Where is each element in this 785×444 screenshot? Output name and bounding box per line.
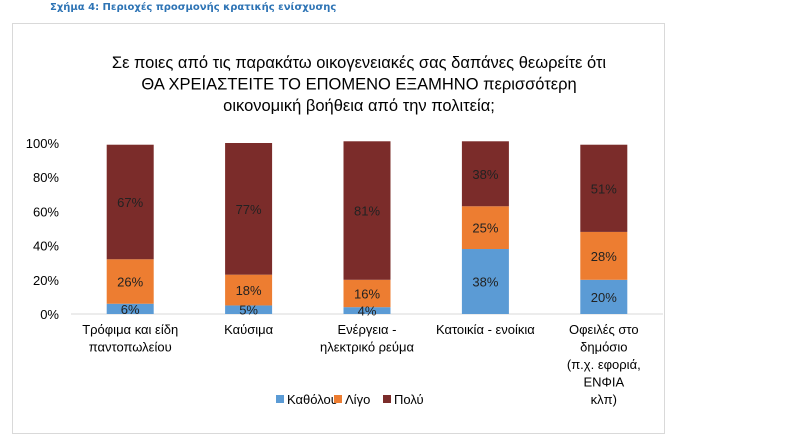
chart-title: Σε ποιες από τις παρακάτω οικογενειακές …	[112, 54, 607, 115]
bar-segment	[461, 206, 509, 250]
stacked-bar-chart: Σε ποιες από τις παρακάτω οικογενειακές …	[26, 54, 663, 407]
category-label: Καύσιμα	[224, 322, 274, 337]
data-label: 5%	[239, 303, 258, 318]
bar-segment	[461, 249, 509, 314]
data-label: 51%	[591, 181, 617, 196]
legend-swatch	[383, 395, 391, 403]
data-label: 38%	[472, 167, 498, 182]
category-label: Τρόφιμα και είδη	[82, 322, 178, 337]
chart-title-line: Σε ποιες από τις παρακάτω οικογενειακές …	[112, 54, 607, 72]
legend: Καθόλου Λίγο Πολύ	[276, 392, 424, 407]
legend-label: Καθόλου	[287, 392, 338, 407]
data-label: 25%	[472, 221, 498, 236]
category-label: Οφειλές στο	[569, 322, 639, 337]
y-tick-label: 100%	[26, 136, 60, 151]
category-label: Ενέργεια -	[337, 322, 396, 337]
category-label: ηλεκτρικό ρεύμα	[320, 340, 414, 355]
data-label: 81%	[354, 204, 380, 219]
legend-swatch	[276, 395, 284, 403]
data-labels: 6% 26% 67% 5% 18% 77% 4% 16% 81% 38% 25% 38% 20% 28% 5…	[117, 167, 617, 319]
data-label: 16%	[354, 286, 380, 301]
category-label: παντοπωλείου	[89, 340, 172, 355]
bar-segment	[343, 141, 391, 280]
x-axis-labels: Τρόφιμα και είδη παντοπωλείου Καύσιμα Ενέργ…	[82, 322, 641, 407]
bars	[106, 141, 628, 314]
chart-frame: Σε ποιες από τις παρακάτω οικογενειακές …	[12, 23, 665, 434]
y-tick-label: 0%	[40, 307, 59, 322]
data-label: 20%	[591, 290, 617, 305]
bar-segment	[580, 231, 628, 280]
y-tick-label: 80%	[33, 170, 59, 185]
data-label: 4%	[358, 304, 377, 319]
chart-title-line: οικονομική βοήθεια από την πολιτεία;	[223, 97, 495, 115]
bar-segment	[225, 274, 273, 306]
data-label: 26%	[117, 275, 143, 290]
bar-segment	[106, 259, 154, 304]
bar-segment	[580, 279, 628, 314]
legend-label: Πολύ	[394, 392, 424, 407]
category-label: κλπ)	[591, 392, 617, 407]
category-label: ΕΝΦΙΑ	[583, 375, 624, 390]
bar-segment	[343, 279, 391, 308]
data-label: 38%	[472, 275, 498, 290]
data-label: 77%	[236, 202, 262, 217]
bar-segment	[106, 144, 154, 260]
data-label: 6%	[121, 302, 140, 317]
chart-title-line: ΘΑ ΧΡΕΙΑΣΤΕΙΤΕ ΤΟ ΕΠΟΜΕΝΟ ΕΞΑΜΗΝΟ περισσ…	[141, 76, 576, 94]
bar-segment	[225, 143, 273, 275]
category-label: δημόσιο	[580, 340, 627, 355]
bar-segment	[580, 144, 628, 232]
bar-segment	[225, 305, 273, 314]
y-tick-label: 20%	[33, 273, 59, 288]
data-label: 18%	[236, 283, 262, 298]
bar-segment	[461, 141, 509, 207]
y-axis: 0% 20% 40% 60% 80% 100%	[26, 136, 663, 322]
data-label: 67%	[117, 195, 143, 210]
data-label: 28%	[591, 249, 617, 264]
category-label: Κατοικία - ενοίκια	[436, 322, 535, 337]
y-tick-label: 40%	[33, 239, 59, 254]
y-tick-label: 60%	[33, 204, 59, 219]
bar-segment	[106, 303, 154, 314]
category-label: (π.χ. εφοριά,	[567, 357, 641, 372]
bar-segment	[343, 307, 391, 314]
legend-swatch	[334, 395, 342, 403]
legend-label: Λίγο	[345, 392, 370, 407]
figure-caption: Σχήμα 4: Περιοχές προσμονής κρατικής ενί…	[50, 2, 337, 13]
